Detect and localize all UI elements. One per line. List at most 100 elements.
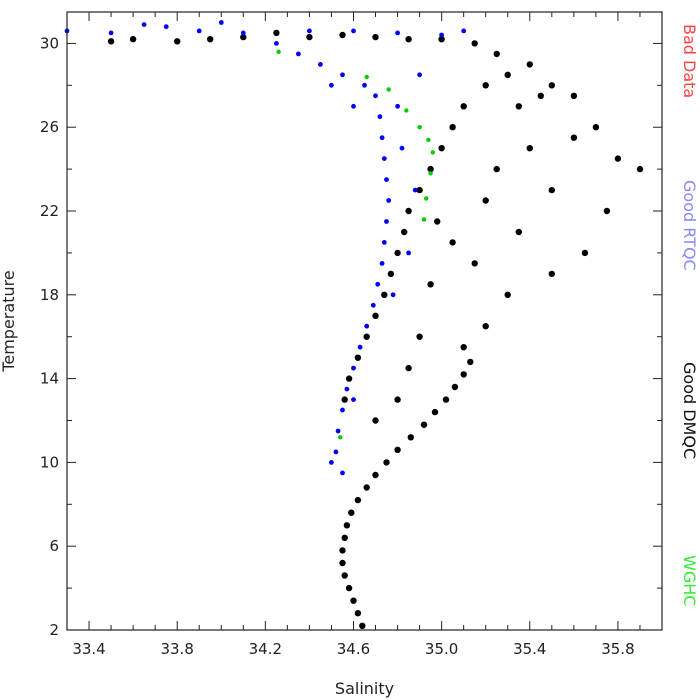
data-point: [482, 197, 489, 204]
data-point: [449, 124, 456, 131]
data-point: [345, 584, 353, 592]
data-point: [451, 383, 459, 391]
data-point: [614, 155, 622, 162]
series-good-dmqc: [107, 29, 644, 629]
x-tick-label: 35.4: [513, 640, 546, 658]
data-point: [570, 134, 578, 141]
data-point: [401, 228, 408, 236]
data-point: [426, 137, 431, 142]
data-point: [370, 302, 376, 308]
data-point: [427, 281, 434, 288]
data-point: [603, 207, 611, 215]
data-point: [438, 36, 445, 43]
data-point: [338, 435, 343, 440]
data-point: [404, 108, 409, 113]
data-point: [412, 187, 418, 193]
data-point: [467, 358, 474, 366]
data-point: [394, 396, 401, 403]
data-point: [196, 28, 202, 34]
data-point: [394, 249, 401, 257]
data-point: [341, 396, 348, 403]
y-tick-label: 6: [49, 537, 59, 555]
data-point: [372, 471, 379, 479]
data-point: [174, 38, 181, 45]
data-point: [335, 428, 341, 434]
legend-item: Good RTQC: [680, 180, 699, 271]
data-point: [333, 449, 339, 455]
x-axis-label: Salinity: [335, 679, 394, 698]
data-point: [420, 421, 428, 428]
legend: Bad Data Good RTQC Good DMQC WGHC: [680, 24, 699, 606]
data-point: [381, 240, 387, 245]
data-point: [449, 239, 456, 246]
data-point: [526, 61, 533, 68]
data-point: [406, 250, 411, 256]
x-tick-label: 33.4: [72, 640, 105, 658]
data-point: [424, 196, 429, 201]
x-tick-label: 35.8: [601, 640, 634, 658]
data-point: [129, 36, 137, 43]
data-point: [339, 31, 346, 39]
data-point: [359, 622, 366, 629]
data-point: [372, 417, 379, 424]
legend-item: Good DMQC: [680, 362, 699, 459]
data-point: [526, 145, 533, 152]
data-point: [348, 509, 355, 516]
data-point: [351, 28, 356, 34]
data-point: [340, 72, 345, 78]
data-point: [108, 30, 114, 36]
data-point: [329, 82, 334, 88]
data-point: [296, 51, 301, 57]
data-point: [427, 165, 434, 173]
data-point: [343, 522, 351, 529]
y-tick-label: 2: [49, 621, 59, 639]
data-point: [430, 150, 435, 155]
data-point: [240, 33, 247, 41]
legend-item: Bad Data: [680, 24, 699, 98]
data-point: [375, 281, 381, 287]
data-point: [493, 50, 500, 58]
series-wghc: [276, 49, 435, 440]
data-point: [482, 323, 489, 330]
data-point: [372, 33, 379, 41]
axes-layer: 33.4 33.8 34.2 34.6 35.0 35.4 35.8261014182226…: [40, 11, 663, 658]
data-point: [386, 198, 392, 203]
data-point: [399, 145, 405, 151]
data-point: [141, 22, 147, 27]
data-point: [341, 572, 348, 579]
data-point: [581, 249, 589, 257]
data-point: [306, 33, 313, 41]
data-point: [471, 40, 478, 47]
data-point: [434, 218, 441, 225]
data-point: [218, 20, 224, 25]
data-point: [439, 32, 444, 38]
data-point: [341, 534, 348, 541]
y-tick-label: 22: [40, 202, 59, 220]
y-tick-label: 10: [40, 453, 59, 471]
data-point: [364, 323, 370, 329]
data-point: [460, 371, 467, 378]
x-tick-label: 35.0: [425, 640, 458, 658]
legend-item: WGHC: [680, 555, 699, 606]
data-point: [407, 434, 414, 441]
data-point: [340, 470, 345, 476]
data-point: [372, 312, 379, 319]
data-point: [386, 87, 391, 92]
data-point: [394, 446, 401, 453]
data-point: [351, 103, 356, 109]
data-point: [379, 135, 385, 141]
data-point: [240, 30, 246, 36]
data-point: [442, 396, 450, 403]
data-point: [504, 291, 511, 298]
data-point: [354, 496, 362, 504]
data-point: [460, 103, 467, 110]
data-point: [350, 597, 357, 604]
y-tick-label: 18: [40, 286, 59, 304]
data-point: [471, 260, 478, 267]
data-point: [417, 125, 422, 130]
data-point: [364, 74, 369, 80]
data-point: [357, 344, 363, 350]
data-point: [493, 165, 500, 173]
data-point: [504, 71, 511, 79]
